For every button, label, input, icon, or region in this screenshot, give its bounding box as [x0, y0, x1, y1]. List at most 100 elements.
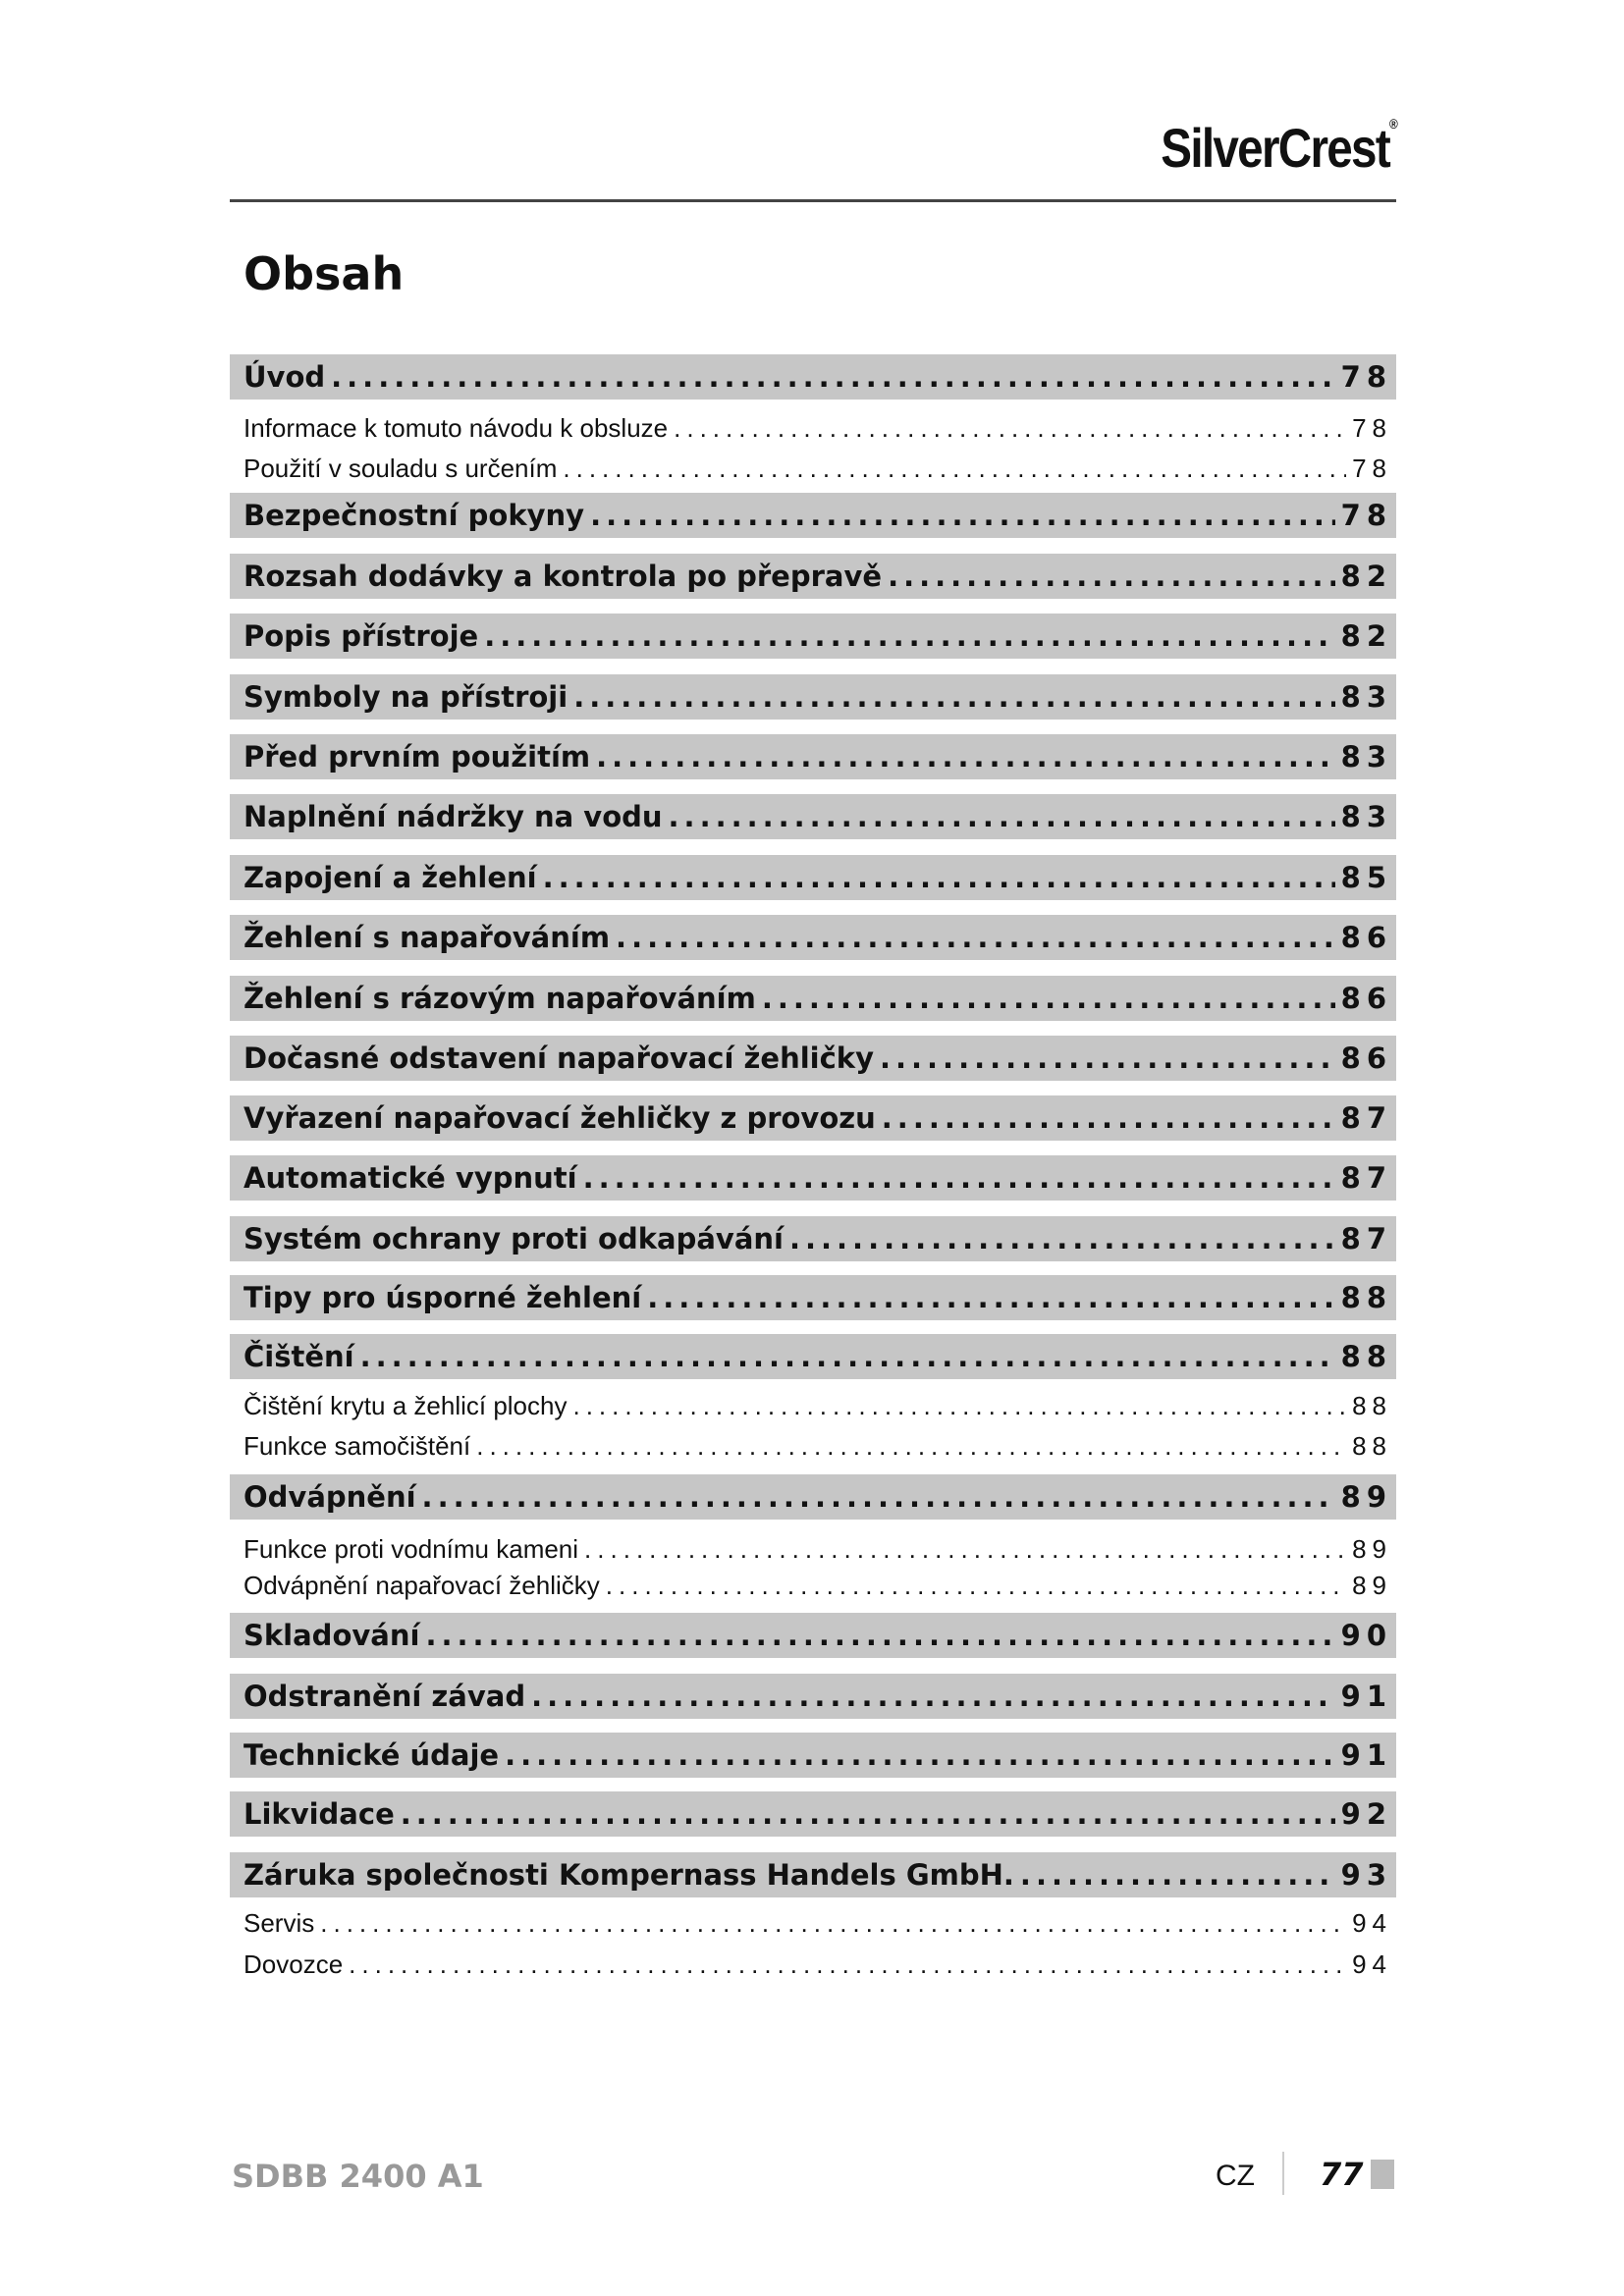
toc-section[interactable]: Zapojení a žehlení......................…: [230, 855, 1396, 900]
toc-section[interactable]: Čištění.................................…: [230, 1334, 1396, 1379]
toc-section[interactable]: Před prvním použitím....................…: [230, 734, 1396, 779]
toc-section[interactable]: Rozsah dodávky a kontrola po přepravě...…: [230, 554, 1396, 599]
toc-section[interactable]: Odstranění závad........................…: [230, 1674, 1396, 1719]
toc-label: Bezpečnostní pokyny: [244, 499, 585, 532]
footer-language: CZ: [1216, 2160, 1255, 2192]
toc-label: Čištění: [244, 1340, 354, 1373]
toc-label: Funkce proti vodnímu kameni: [244, 1533, 579, 1564]
page-title: Obsah: [244, 247, 405, 300]
toc-page-number: 94: [1352, 1907, 1392, 1938]
toc-label: Naplnění nádržky na vodu: [244, 800, 663, 833]
toc-subsection[interactable]: Dovozce.................................…: [230, 1947, 1396, 1982]
toc-page-number: 89: [1340, 1480, 1392, 1514]
toc-label: Před prvním použitím: [244, 740, 591, 774]
toc-label: Vyřazení napařovací žehličky z provozu: [244, 1101, 876, 1135]
toc-section[interactable]: Bezpečnostní pokyny.....................…: [230, 493, 1396, 538]
toc-label: Funkce samočištění: [244, 1430, 471, 1461]
toc-page-number: 78: [1352, 412, 1392, 443]
toc-section[interactable]: Popis přístroje.........................…: [230, 614, 1396, 659]
toc-label: Likvidace: [244, 1797, 395, 1831]
toc-page-number: 91: [1340, 1680, 1392, 1713]
toc-subsection[interactable]: Informace k tomuto návodu k obsluze.....…: [230, 410, 1396, 446]
toc-page-number: 86: [1340, 1041, 1392, 1075]
toc-subsection[interactable]: Odvápnění napařovací žehličky...........…: [230, 1568, 1396, 1603]
toc-label: Dovozce: [244, 1949, 344, 1979]
dot-leader: ........................................…: [320, 1907, 1346, 1938]
toc-section[interactable]: Naplnění nádržky na vodu................…: [230, 794, 1396, 839]
toc-page-number: 82: [1340, 560, 1392, 593]
toc-label: Systém ochrany proti odkapávání: [244, 1222, 784, 1255]
dot-leader: ........................................…: [888, 560, 1335, 593]
toc-subsection[interactable]: Funkce proti vodnímu kameni.............…: [230, 1531, 1396, 1567]
toc-subsection[interactable]: Použití v souladu s určením.............…: [230, 451, 1396, 486]
toc-section[interactable]: Skladování..............................…: [230, 1613, 1396, 1658]
footer-marker-block: [1371, 2160, 1394, 2189]
toc-subsection[interactable]: Funkce samočištění......................…: [230, 1428, 1396, 1464]
toc-section[interactable]: Likvidace...............................…: [230, 1791, 1396, 1837]
footer-page-number: 77: [1320, 2156, 1364, 2193]
toc-label: Zapojení a žehlení: [244, 861, 537, 894]
dot-leader: ........................................…: [1019, 1858, 1335, 1892]
footer-model: SDBB 2400 A1: [232, 2158, 484, 2195]
toc-page-number: 87: [1340, 1222, 1392, 1255]
toc-page-number: 89: [1352, 1533, 1392, 1564]
toc-page-number: 86: [1340, 921, 1392, 954]
toc-page-number: 88: [1340, 1281, 1392, 1314]
toc-label: Žehlení s rázovým napařováním: [244, 982, 756, 1015]
toc-page-number: 89: [1352, 1570, 1392, 1600]
dot-leader: ........................................…: [616, 921, 1335, 954]
dot-leader: ........................................…: [425, 1619, 1334, 1652]
toc-page-number: 92: [1340, 1797, 1392, 1831]
brand-name: SilverCrest: [1161, 117, 1390, 179]
toc-section[interactable]: Systém ochrany proti odkapávání.........…: [230, 1216, 1396, 1261]
toc-label: Odvápnění: [244, 1480, 416, 1514]
dot-leader: ........................................…: [542, 861, 1335, 894]
toc-subsection[interactable]: Servis..................................…: [230, 1905, 1396, 1941]
toc-page-number: 78: [1340, 360, 1392, 394]
toc-subsection[interactable]: Čištění krytu a žehlicí plochy..........…: [230, 1388, 1396, 1423]
toc-page-number: 86: [1340, 982, 1392, 1015]
toc-section[interactable]: Symboly na přístroji....................…: [230, 674, 1396, 720]
toc-section[interactable]: Technické údaje.........................…: [230, 1733, 1396, 1778]
dot-leader: ........................................…: [531, 1680, 1335, 1713]
toc-label: Automatické vypnutí: [244, 1161, 577, 1195]
dot-leader: ........................................…: [879, 1041, 1335, 1075]
dot-leader: ........................................…: [674, 412, 1346, 443]
toc-page-number: 88: [1352, 1390, 1392, 1420]
toc-section[interactable]: Záruka společnosti Kompernass Handels Gm…: [230, 1852, 1396, 1897]
toc-section[interactable]: Dočasné odstavení napařovací žehličky...…: [230, 1036, 1396, 1081]
toc-label: Rozsah dodávky a kontrola po přepravě: [244, 560, 883, 593]
toc-label: Použití v souladu s určením: [244, 453, 558, 483]
dot-leader: ........................................…: [881, 1101, 1335, 1135]
dot-leader: ........................................…: [590, 499, 1335, 532]
toc-page-number: 85: [1340, 861, 1392, 894]
toc-page-number: 88: [1340, 1340, 1392, 1373]
toc-section[interactable]: Automatické vypnutí.....................…: [230, 1155, 1396, 1201]
toc-section[interactable]: Odvápnění...............................…: [230, 1474, 1396, 1520]
toc-page-number: 90: [1340, 1619, 1392, 1652]
dot-leader: ........................................…: [563, 453, 1346, 483]
dot-leader: ........................................…: [349, 1949, 1346, 1979]
toc-label: Technické údaje: [244, 1738, 500, 1772]
toc-section[interactable]: Úvod....................................…: [230, 354, 1396, 400]
toc-label: Servis: [244, 1907, 315, 1938]
toc-section[interactable]: Tipy pro úsporné žehlení................…: [230, 1275, 1396, 1320]
toc-label: Úvod: [244, 360, 326, 394]
silvercrest-logo: SilverCrest®: [1161, 116, 1398, 180]
dot-leader: ........................................…: [761, 982, 1335, 1015]
dot-leader: ........................................…: [421, 1480, 1335, 1514]
toc-page-number: 93: [1340, 1858, 1392, 1892]
toc-page-number: 83: [1340, 680, 1392, 714]
dot-leader: ........................................…: [359, 1340, 1335, 1373]
toc-page-number: 83: [1340, 800, 1392, 833]
toc-label: Dočasné odstavení napařovací žehličky: [244, 1041, 874, 1075]
toc-label: Odvápnění napařovací žehličky: [244, 1570, 600, 1600]
toc-section[interactable]: Žehlení s napařováním...................…: [230, 915, 1396, 960]
dot-leader: ........................................…: [484, 619, 1334, 653]
toc-section[interactable]: Vyřazení napařovací žehličky z provozu..…: [230, 1095, 1396, 1141]
toc-section[interactable]: Žehlení s rázovým napařováním...........…: [230, 976, 1396, 1021]
dot-leader: ........................................…: [476, 1430, 1347, 1461]
toc-page-number: 83: [1340, 740, 1392, 774]
toc-label: Čištění krytu a žehlicí plochy: [244, 1390, 568, 1420]
dot-leader: ........................................…: [573, 680, 1335, 714]
